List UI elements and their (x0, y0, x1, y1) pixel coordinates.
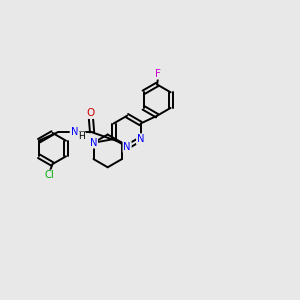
Text: H: H (78, 132, 85, 141)
Text: N: N (90, 138, 97, 148)
Text: O: O (87, 108, 95, 118)
Text: N: N (71, 127, 78, 137)
Text: F: F (155, 69, 161, 79)
Text: N: N (123, 142, 131, 152)
Text: Cl: Cl (44, 170, 54, 181)
Text: N: N (137, 134, 144, 144)
